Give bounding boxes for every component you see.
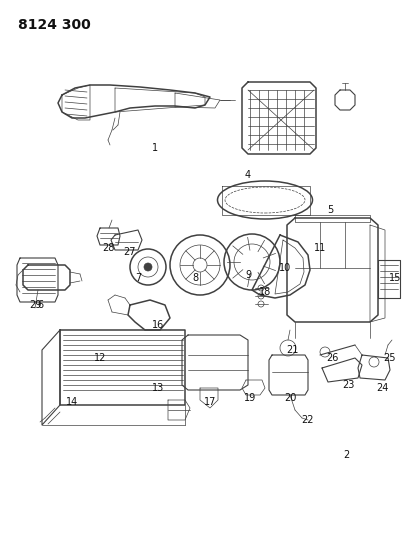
Text: 8: 8	[191, 273, 198, 283]
Text: 21: 21	[285, 345, 297, 355]
Text: 4: 4	[244, 170, 250, 180]
Text: 5: 5	[326, 205, 332, 215]
Text: 1: 1	[152, 143, 158, 153]
Text: 12: 12	[94, 353, 106, 363]
Text: 6: 6	[37, 300, 43, 310]
Circle shape	[144, 263, 152, 271]
Text: 9: 9	[244, 270, 250, 280]
Text: 28: 28	[101, 243, 114, 253]
Text: 8124 300: 8124 300	[18, 18, 90, 32]
Text: 7: 7	[135, 273, 141, 283]
Text: 17: 17	[203, 397, 216, 407]
Text: 25: 25	[383, 353, 395, 363]
Text: 2: 2	[342, 450, 348, 460]
Text: 16: 16	[151, 320, 164, 330]
Text: 13: 13	[151, 383, 164, 393]
Text: 19: 19	[243, 393, 256, 403]
Text: 26: 26	[325, 353, 337, 363]
Text: 24: 24	[375, 383, 387, 393]
Text: 22: 22	[301, 415, 313, 425]
Text: 11: 11	[313, 243, 325, 253]
Text: 14: 14	[66, 397, 78, 407]
Text: 18: 18	[258, 287, 270, 297]
Text: 15: 15	[388, 273, 400, 283]
Text: 27: 27	[124, 247, 136, 257]
Text: 23: 23	[341, 380, 353, 390]
Text: 20: 20	[283, 393, 295, 403]
Text: 29: 29	[29, 300, 41, 310]
Text: 10: 10	[278, 263, 290, 273]
